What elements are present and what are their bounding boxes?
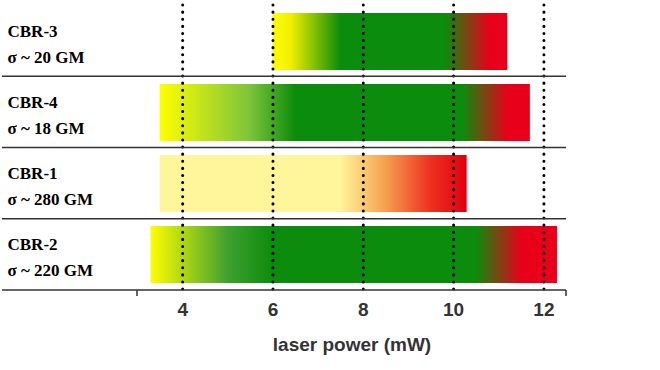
svg-text:6: 6 [268, 299, 279, 320]
svg-text:CBR-1σ ~ 280 GM: CBR-1σ ~ 280 GM [8, 164, 94, 209]
svg-text:4: 4 [177, 299, 188, 320]
svg-text:laser power (mW): laser power (mW) [273, 334, 431, 355]
svg-text:CBR-4σ ~ 18 GM: CBR-4σ ~ 18 GM [8, 93, 85, 138]
svg-text:12: 12 [533, 299, 554, 320]
svg-text:10: 10 [443, 299, 464, 320]
svg-text:CBR-2σ ~ 220 GM: CBR-2σ ~ 220 GM [8, 235, 94, 280]
svg-text:8: 8 [358, 299, 369, 320]
svg-text:CBR-3σ ~ 20 GM: CBR-3σ ~ 20 GM [8, 22, 85, 67]
